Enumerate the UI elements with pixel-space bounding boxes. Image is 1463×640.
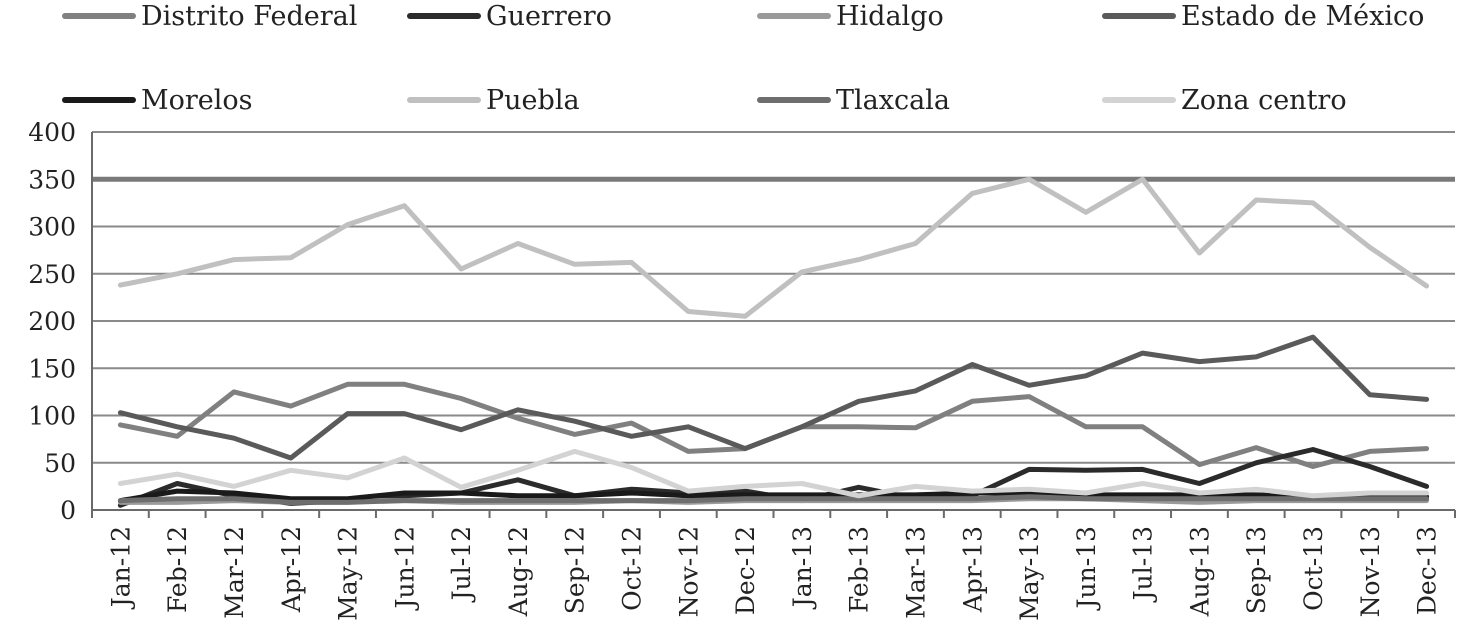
x-tick-label: Jun-13 — [1072, 526, 1101, 611]
x-tick-label: Nov-13 — [1356, 526, 1385, 617]
x-axis-ticks: Jan-12 Feb-12 Mar-12 Apr-12 May-12 Jun-12 Jul-… — [106, 526, 1441, 621]
x-tick-label: Feb-12 — [163, 526, 192, 613]
x-tick-label: Jul-13 — [1129, 526, 1158, 603]
y-tick-label: 150 — [28, 354, 76, 383]
y-tick-label: 100 — [28, 402, 76, 431]
x-tick-label: Aug-12 — [504, 526, 533, 617]
axes — [91, 132, 1456, 518]
series-line-morelos — [117, 488, 1430, 504]
series-line-estado-de-mexico — [117, 334, 1430, 461]
x-tick-label: Apr-12 — [277, 526, 306, 613]
x-tick-label: Jan-13 — [788, 526, 817, 610]
y-tick-label: 200 — [28, 307, 76, 336]
legend-label-hidalgo: Hidalgo — [836, 1, 944, 32]
x-tick-label: Mar-12 — [220, 526, 249, 619]
x-tick-label: May-12 — [334, 526, 363, 621]
x-tick-label: Nov-12 — [674, 526, 703, 617]
legend-label-puebla: Puebla — [486, 85, 580, 116]
series-line-zona-centro — [117, 448, 1430, 499]
x-tick-label: Dec-13 — [1413, 526, 1442, 615]
x-tick-label: Apr-13 — [958, 526, 987, 613]
y-tick-label: 0 — [60, 496, 76, 525]
legend-label-tlaxcala: Tlaxcala — [836, 85, 950, 116]
series-lines — [117, 176, 1430, 508]
y-tick-label: 50 — [44, 449, 76, 478]
x-tick-label: Oct-12 — [618, 526, 647, 611]
legend: Distrito Federal Guerrero Hidalgo Estado de… — [62, 1, 1424, 116]
y-axis-ticks: 0 50 100 150 200 250 300 350 400 — [28, 118, 76, 525]
y-tick-label: 300 — [28, 213, 76, 242]
y-tick-label: 350 — [28, 165, 76, 194]
x-tick-label: Jul-12 — [447, 526, 476, 603]
x-tick-label: Jun-12 — [390, 526, 419, 611]
series-line-tlaxcala — [117, 494, 1430, 505]
legend-label-guerrero: Guerrero — [486, 1, 612, 32]
legend-label-morelos: Morelos — [141, 85, 253, 116]
x-tick-label: Mar-13 — [901, 526, 930, 619]
legend-label-estado-de-mexico: Estado de México — [1181, 1, 1424, 32]
legend-label-zona-centro: Zona centro — [1181, 85, 1347, 116]
x-tick-label: Aug-13 — [1185, 526, 1214, 617]
series-line-distrito-federal — [117, 381, 1430, 469]
gridlines — [92, 131, 1455, 511]
legend-label-distrito-federal: Distrito Federal — [141, 1, 357, 32]
x-tick-label: Oct-13 — [1299, 526, 1328, 611]
y-tick-label: 250 — [28, 260, 76, 289]
series-line-puebla — [117, 176, 1430, 319]
x-tick-label: May-13 — [1015, 526, 1044, 621]
x-tick-label: Sep-13 — [1242, 526, 1271, 614]
x-tick-label: Jan-12 — [106, 526, 135, 610]
x-tick-label: Dec-12 — [731, 526, 760, 615]
x-tick-label: Feb-13 — [845, 526, 874, 613]
y-tick-label: 400 — [28, 118, 76, 147]
x-tick-label: Sep-12 — [561, 526, 590, 614]
